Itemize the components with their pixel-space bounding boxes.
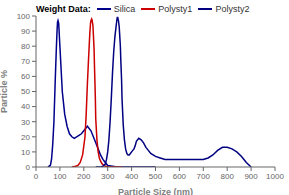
svg-text:900: 900 bbox=[244, 172, 258, 181]
svg-text:0: 0 bbox=[26, 163, 31, 172]
svg-text:0: 0 bbox=[34, 172, 39, 181]
svg-text:30: 30 bbox=[21, 118, 30, 127]
html-text:Weight Data:: Weight Data: bbox=[36, 4, 91, 14]
svg-text:100: 100 bbox=[53, 172, 67, 181]
svg-text:600: 600 bbox=[173, 172, 187, 181]
svg-text:90: 90 bbox=[21, 27, 30, 36]
svg-text:60: 60 bbox=[21, 72, 30, 81]
svg-text:100: 100 bbox=[17, 12, 31, 21]
svg-text:1000: 1000 bbox=[266, 172, 281, 181]
svg-text:300: 300 bbox=[101, 172, 115, 181]
svg-text:Particle Size (nm): Particle Size (nm) bbox=[118, 187, 193, 195]
html-text:Polysty2: Polysty2 bbox=[215, 4, 250, 14]
svg-text:200: 200 bbox=[77, 172, 91, 181]
svg-text:Particle %: Particle % bbox=[8, 70, 9, 113]
svg-text:80: 80 bbox=[21, 42, 30, 51]
svg-text:500: 500 bbox=[149, 172, 163, 181]
svg-text:50: 50 bbox=[21, 87, 30, 96]
html-text:Polysty1: Polysty1 bbox=[158, 4, 193, 14]
svg-text:20: 20 bbox=[21, 133, 30, 142]
svg-text:800: 800 bbox=[221, 172, 235, 181]
svg-text:70: 70 bbox=[21, 57, 30, 66]
svg-text:700: 700 bbox=[197, 172, 211, 181]
svg-text:10: 10 bbox=[21, 148, 30, 157]
html-text:Silica: Silica bbox=[113, 4, 136, 14]
svg-text:40: 40 bbox=[21, 102, 30, 111]
svg-text:400: 400 bbox=[125, 172, 139, 181]
